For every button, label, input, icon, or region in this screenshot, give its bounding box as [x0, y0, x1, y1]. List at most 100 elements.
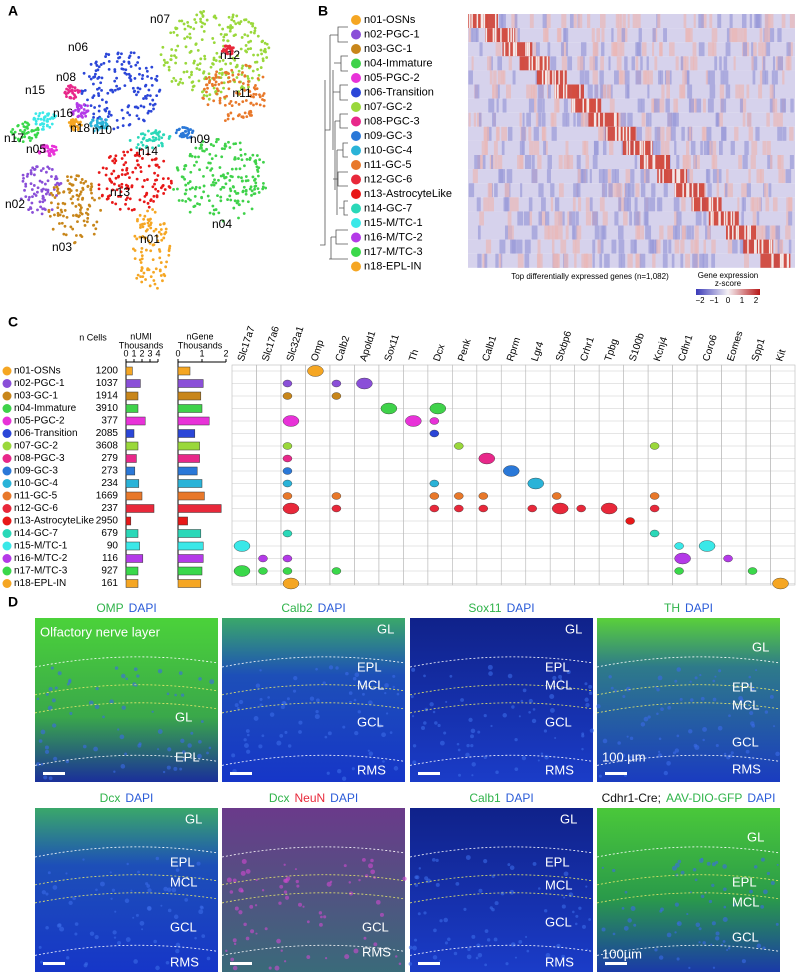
heatmap-cell	[599, 70, 604, 85]
heatmap-cell	[528, 126, 532, 141]
heatmap-cell	[640, 56, 643, 71]
cell-point	[190, 154, 194, 158]
cell-point	[243, 164, 246, 168]
cell-point	[235, 76, 239, 79]
heatmap-cell	[636, 126, 642, 141]
nucleus	[309, 696, 315, 701]
heatmap-cell	[661, 126, 665, 141]
layer-label: MCL	[545, 677, 572, 692]
nucleus	[466, 743, 470, 748]
cell-point	[256, 174, 260, 178]
cell-point	[72, 128, 75, 132]
nucleus	[44, 745, 49, 750]
heatmap-cell	[579, 84, 581, 99]
nucleus	[526, 949, 530, 953]
cell-point	[125, 187, 129, 190]
layer-boundary	[596, 874, 781, 886]
cell-point	[212, 76, 215, 80]
cell-point	[97, 94, 101, 98]
cluster-label: n13	[110, 185, 130, 199]
heatmap-cell	[621, 28, 626, 43]
cell-point	[219, 187, 223, 191]
violin-column	[598, 364, 624, 586]
cell-point	[46, 146, 50, 150]
bar	[125, 379, 141, 388]
heatmap-cell	[702, 98, 706, 113]
cell-point	[30, 129, 34, 133]
cell-point	[52, 144, 56, 148]
heatmap-cell	[485, 239, 492, 254]
nucleus	[528, 710, 531, 714]
cell-point	[153, 282, 157, 286]
cell-point	[156, 189, 160, 193]
cell-point	[159, 274, 163, 277]
cell-point	[151, 243, 155, 247]
cell-point	[157, 165, 161, 169]
heatmap-cell	[637, 98, 642, 113]
nucleus	[525, 935, 528, 939]
cell-point	[197, 155, 200, 159]
cell-point	[95, 220, 99, 224]
cell-point	[199, 57, 203, 61]
legend-label: n11-GC-5	[364, 159, 411, 171]
tsne-plot	[9, 10, 271, 290]
heatmap-cell	[547, 42, 551, 57]
legend-dot	[351, 44, 361, 54]
heatmap-cell	[573, 183, 579, 198]
heatmap-cell	[647, 70, 653, 85]
heatmap-cell	[579, 70, 585, 85]
cell-point	[152, 229, 156, 233]
nucleus	[255, 932, 258, 935]
cell-point	[146, 221, 150, 225]
legend-dot	[2, 554, 12, 563]
cell-point	[205, 90, 208, 94]
cell-point	[214, 75, 218, 79]
heatmap-cell	[562, 112, 567, 127]
nucleus	[255, 879, 258, 882]
nucleus	[578, 906, 582, 910]
legend-dot	[2, 504, 12, 513]
cell-point	[168, 186, 172, 189]
cell-point	[222, 35, 226, 39]
heatmap-cell	[545, 211, 550, 226]
cell-point	[22, 177, 25, 180]
heatmap-cell	[606, 126, 608, 141]
heatmap-cell	[742, 112, 746, 127]
heatmap-cell	[593, 56, 598, 71]
cell-point	[141, 235, 145, 238]
nucleus	[623, 925, 629, 931]
violin	[674, 542, 684, 550]
cell-point	[174, 79, 178, 83]
header-word: DAPI	[507, 601, 535, 615]
heatmap-cell	[623, 211, 628, 226]
heatmap-cell	[554, 84, 557, 99]
cell-point	[248, 158, 252, 161]
heatmap-cell	[624, 56, 628, 71]
header-word: Dcx	[269, 791, 290, 805]
cell-point	[162, 58, 166, 62]
heatmap-cell	[574, 253, 577, 268]
heatmap-cell	[594, 84, 599, 99]
cell-point	[145, 69, 149, 73]
heatmap-cell	[504, 197, 510, 212]
n-cells: 377	[101, 416, 118, 427]
cell-point	[65, 216, 69, 219]
cell-point	[236, 200, 240, 203]
heatmap-cell	[701, 14, 707, 29]
cell-point	[220, 147, 224, 151]
heatmap-cell	[493, 70, 497, 85]
cell-point	[98, 126, 102, 130]
legend-dot	[351, 218, 361, 228]
heatmap-cell	[627, 84, 630, 99]
nucleus	[658, 955, 664, 960]
nucleus	[760, 904, 765, 909]
cell-point	[262, 182, 265, 185]
nucleus	[66, 956, 70, 960]
heatmap-cell	[598, 112, 600, 127]
heatmap-cell	[762, 42, 767, 57]
cell-point	[232, 19, 236, 23]
cell-point	[38, 151, 42, 155]
cell-point	[146, 201, 150, 205]
heatmap-cell	[756, 14, 762, 29]
cell-point	[134, 63, 138, 67]
